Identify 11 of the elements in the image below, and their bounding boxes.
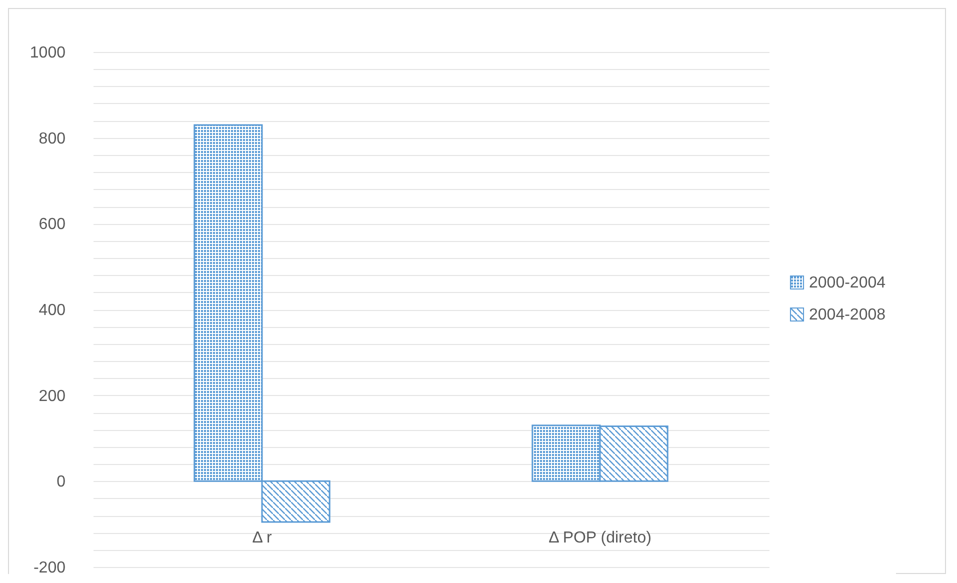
x-tick-label: Δ r — [252, 530, 272, 547]
y-tick-label: 600 — [38, 216, 66, 234]
x-tick-label: Δ POP (direto) — [548, 530, 652, 547]
y-tick-label: 400 — [38, 302, 66, 319]
y-tick-label: 800 — [38, 130, 66, 148]
legend-label: 2000-2004 — [809, 274, 886, 292]
y-tick-label: 200 — [38, 388, 66, 405]
y-tick-label: -200 — [33, 560, 66, 576]
y-tick-label: 1000 — [30, 44, 66, 62]
legend-label: 2004-2008 — [809, 306, 886, 324]
y-tick-label: 0 — [56, 474, 66, 491]
